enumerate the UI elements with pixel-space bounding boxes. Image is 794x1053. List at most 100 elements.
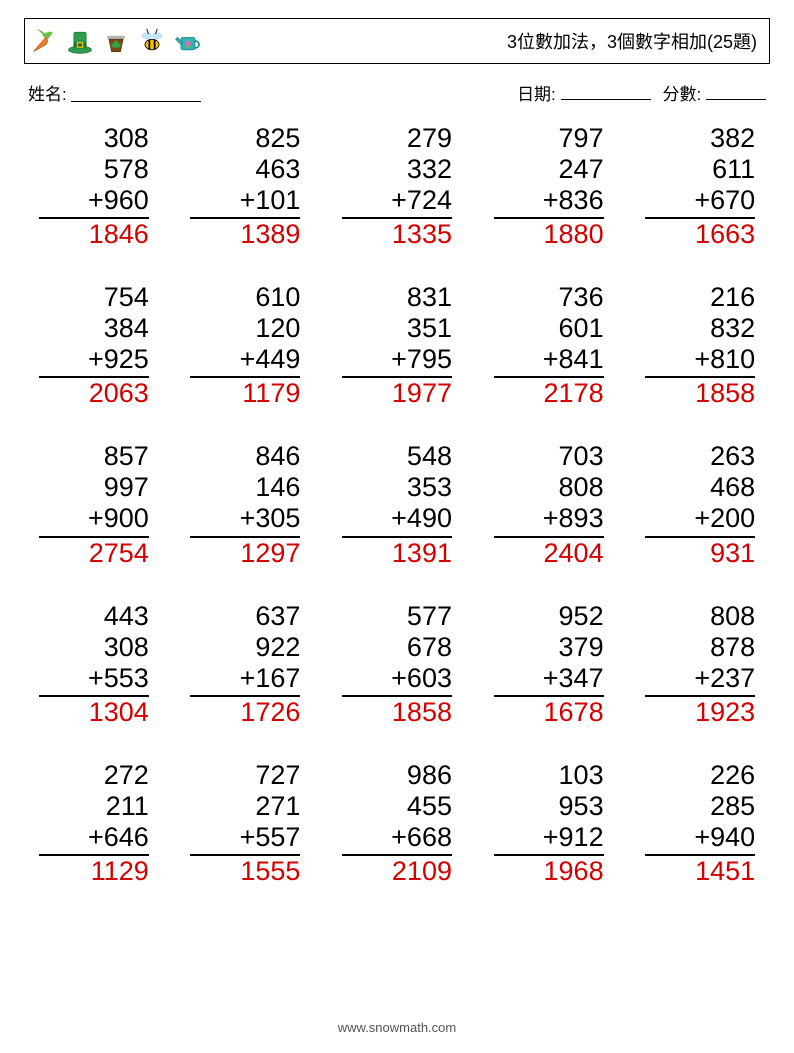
addend-1: 825	[190, 123, 300, 154]
problems-grid: 308578+9601846825463+1011389279332+72413…	[24, 123, 770, 887]
addend-1: 610	[190, 282, 300, 313]
tophat-icon	[65, 26, 95, 56]
addend-3: +893	[494, 503, 604, 537]
addend-2: 601	[494, 313, 604, 344]
addend-1: 272	[39, 760, 149, 791]
worksheet-title: 3位數加法，3個數字相加(25題)	[507, 28, 765, 54]
addend-2: 332	[342, 154, 452, 185]
score-label: 分數:	[663, 85, 702, 104]
addend-1: 831	[342, 282, 452, 313]
addend-2: 353	[342, 472, 452, 503]
answer: 2063	[39, 378, 149, 409]
addend-1: 857	[39, 441, 149, 472]
problem: 103953+9121968	[494, 760, 604, 887]
problem: 857997+9002754	[39, 441, 149, 568]
addend-3: +925	[39, 344, 149, 378]
addend-3: +167	[190, 663, 300, 697]
addend-3: +900	[39, 503, 149, 537]
addend-1: 727	[190, 760, 300, 791]
problem: 986455+6682109	[342, 760, 452, 887]
addend-1: 736	[494, 282, 604, 313]
addend-3: +810	[645, 344, 755, 378]
addend-1: 808	[645, 601, 755, 632]
answer: 1880	[494, 219, 604, 250]
addend-3: +305	[190, 503, 300, 537]
addend-1: 797	[494, 123, 604, 154]
problem: 263468+200931	[645, 441, 755, 568]
problem: 703808+8932404	[494, 441, 604, 568]
addend-3: +960	[39, 185, 149, 219]
addend-3: +449	[190, 344, 300, 378]
addend-2: 463	[190, 154, 300, 185]
addend-3: +557	[190, 822, 300, 856]
date-label: 日期:	[517, 85, 556, 104]
problem: 226285+9401451	[645, 760, 755, 887]
addend-2: 455	[342, 791, 452, 822]
answer: 1389	[190, 219, 300, 250]
problem: 443308+5531304	[39, 601, 149, 728]
carrot-icon	[29, 26, 59, 56]
answer: 1555	[190, 856, 300, 887]
addend-1: 216	[645, 282, 755, 313]
name-label: 姓名:	[28, 80, 67, 105]
answer: 1726	[190, 697, 300, 728]
answer: 1977	[342, 378, 452, 409]
score-field[interactable]	[706, 81, 766, 100]
addend-1: 103	[494, 760, 604, 791]
addend-1: 703	[494, 441, 604, 472]
addend-3: +841	[494, 344, 604, 378]
answer: 1678	[494, 697, 604, 728]
addend-3: +200	[645, 503, 755, 537]
answer: 1451	[645, 856, 755, 887]
answer: 1304	[39, 697, 149, 728]
addend-1: 443	[39, 601, 149, 632]
addend-2: 578	[39, 154, 149, 185]
answer: 1391	[342, 538, 452, 569]
answer: 2404	[494, 538, 604, 569]
addend-3: +912	[494, 822, 604, 856]
addend-1: 382	[645, 123, 755, 154]
answer: 2178	[494, 378, 604, 409]
answer: 1129	[39, 856, 149, 887]
addend-2: 953	[494, 791, 604, 822]
addend-3: +795	[342, 344, 452, 378]
problem: 754384+9252063	[39, 282, 149, 409]
problem: 279332+7241335	[342, 123, 452, 250]
addend-3: +670	[645, 185, 755, 219]
addend-3: +347	[494, 663, 604, 697]
problem: 831351+7951977	[342, 282, 452, 409]
addend-2: 120	[190, 313, 300, 344]
addend-2: 379	[494, 632, 604, 663]
addend-2: 922	[190, 632, 300, 663]
addend-3: +668	[342, 822, 452, 856]
answer: 1297	[190, 538, 300, 569]
answer: 1923	[645, 697, 755, 728]
addend-2: 247	[494, 154, 604, 185]
addend-3: +724	[342, 185, 452, 219]
problem: 382611+6701663	[645, 123, 755, 250]
addend-2: 468	[645, 472, 755, 503]
addend-3: +836	[494, 185, 604, 219]
problem: 825463+1011389	[190, 123, 300, 250]
addend-3: +646	[39, 822, 149, 856]
addend-2: 997	[39, 472, 149, 503]
name-field[interactable]	[71, 83, 201, 102]
problem: 216832+8101858	[645, 282, 755, 409]
problem: 637922+1671726	[190, 601, 300, 728]
addend-2: 611	[645, 154, 755, 185]
problem: 736601+8412178	[494, 282, 604, 409]
addend-2: 384	[39, 313, 149, 344]
addend-1: 986	[342, 760, 452, 791]
addend-3: +490	[342, 503, 452, 537]
date-field[interactable]	[561, 81, 651, 100]
answer: 1663	[645, 219, 755, 250]
watering-can-icon	[173, 26, 203, 56]
answer: 1968	[494, 856, 604, 887]
addend-3: +553	[39, 663, 149, 697]
answer: 1858	[645, 378, 755, 409]
addend-1: 754	[39, 282, 149, 313]
addend-1: 637	[190, 601, 300, 632]
title-bar: 3位數加法，3個數字相加(25題)	[24, 18, 770, 64]
addend-2: 832	[645, 313, 755, 344]
addend-2: 146	[190, 472, 300, 503]
